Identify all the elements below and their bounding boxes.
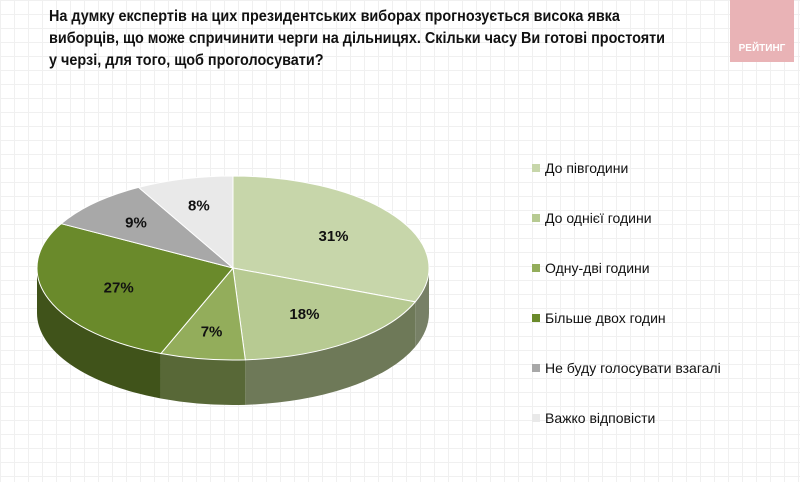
legend-label: До півгодини <box>545 160 629 176</box>
legend-swatch <box>532 314 540 322</box>
data-label: 9% <box>125 214 147 231</box>
slice-0 <box>232 175 430 303</box>
slice-side-3 <box>37 268 161 399</box>
legend-item: До однієї години <box>532 210 652 226</box>
data-label: 7% <box>201 324 223 341</box>
data-label: 8% <box>188 198 210 215</box>
legend-label: Не буду голосувати взагалі <box>545 360 721 376</box>
legend-swatch <box>532 264 540 272</box>
slice-side-0 <box>415 268 429 347</box>
legend-item: Більше двох годин <box>532 310 666 326</box>
legend-label: Більше двох годин <box>545 310 666 326</box>
legend-item: Не буду голосувати взагалі <box>532 360 721 376</box>
legend-label: Одну-дві години <box>545 260 650 276</box>
slice-side-2 <box>160 353 246 405</box>
slice-side-1 <box>245 301 416 405</box>
legend-swatch <box>532 414 540 422</box>
slice-5 <box>137 175 234 270</box>
slice-3 <box>36 223 234 355</box>
data-label: 31% <box>318 228 348 245</box>
slice-1 <box>232 267 417 361</box>
legend-item: Важко відповісти <box>532 410 655 426</box>
legend-swatch <box>532 214 540 222</box>
legend-label: До однієї години <box>545 210 652 226</box>
legend-item: До півгодини <box>532 160 628 176</box>
logo-text: РЕЙТИНГ <box>738 43 786 54</box>
legend-swatch <box>532 364 540 372</box>
data-label: 18% <box>289 306 319 323</box>
chart-title: На думку експертів на цих президентських… <box>49 8 666 69</box>
logo: РЕЙТИНГ <box>730 0 794 62</box>
data-label: 27% <box>104 279 134 296</box>
legend-item: Одну-дві години <box>532 260 650 276</box>
legend-label: Важко відповісти <box>545 410 656 426</box>
slice-4 <box>60 186 234 269</box>
legend-swatch <box>532 164 540 172</box>
